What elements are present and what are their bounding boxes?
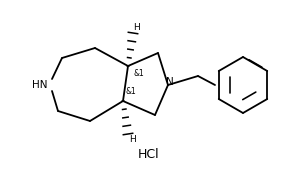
Text: HCl: HCl — [138, 148, 160, 162]
Text: H: H — [129, 135, 135, 144]
Text: HN: HN — [32, 80, 48, 90]
Text: &1: &1 — [125, 88, 136, 97]
Text: N: N — [166, 77, 174, 87]
Text: &1: &1 — [134, 70, 145, 79]
Text: H: H — [134, 22, 140, 31]
